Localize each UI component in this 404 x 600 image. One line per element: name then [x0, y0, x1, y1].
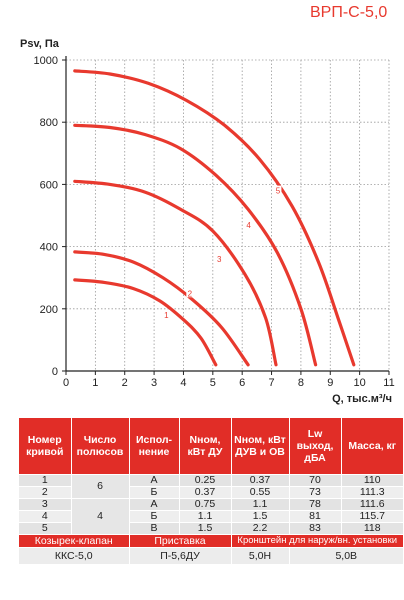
cell-power-du: 0.37: [178, 486, 231, 499]
accessories-header-row: Козырек-клапан Приставка Кронштейн для н…: [19, 534, 403, 548]
table-row: 4 Б 1.1 1.5 81 115.7: [19, 510, 403, 523]
y-tick-label: 1000: [34, 55, 58, 67]
cell-power-duv: 0.37: [230, 474, 289, 487]
cell-mass: 111.3: [340, 486, 403, 499]
x-tick-label: 9: [327, 377, 333, 389]
x-axis-title: Q, тыс.м³/ч: [332, 393, 392, 405]
cell-noise: 78: [288, 498, 341, 511]
cell-curve: 2: [19, 486, 71, 499]
cell-curve: 4: [19, 510, 71, 523]
specs-header-row: Номер кривой Число полюсов Испол-нение N…: [19, 418, 403, 475]
cell-power-duv: 1.5: [230, 510, 289, 523]
cell-noise: 83: [288, 522, 341, 535]
cell-power-du: 1.1: [178, 510, 231, 523]
accessory-header-adapter: Приставка: [128, 534, 231, 548]
y-tick-label: 400: [40, 242, 58, 254]
header-mass: Масса, кг: [340, 418, 403, 475]
accessory-bracket-outdoor: 5,0Н: [230, 547, 289, 565]
x-tick-label: 11: [383, 377, 394, 389]
header-power-duv-ov: Nном, кВт ДУВ и ОВ: [230, 418, 289, 475]
cell-power-du: 0.75: [178, 498, 231, 511]
fan-performance-chart: 0 1 2 3 4 5 6 7 8 9 10 11 0 200 400 600 800 1000 Psv, Па Q,…: [20, 38, 395, 405]
y-tick-label: 600: [40, 179, 58, 191]
x-tick-label: 0: [63, 377, 69, 389]
curve-label-3: 3: [217, 255, 222, 264]
header-version: Испол-нение: [128, 418, 179, 475]
header-curve-number: Номер кривой: [19, 418, 71, 475]
specs-table: Номер кривой Число полюсов Испол-нение N…: [19, 418, 403, 565]
cell-mass: 111.6: [340, 498, 403, 511]
accessory-header-hood-valve: Козырек-клапан: [19, 534, 129, 548]
cell-mass: 118: [340, 522, 403, 535]
cell-curve: 3: [19, 498, 71, 511]
curve-label-bg: [215, 254, 223, 264]
accessory-bracket-indoor: 5,0В: [288, 547, 403, 565]
curve-label-bg: [245, 219, 253, 229]
accessory-adapter: П-5,6ДУ: [128, 547, 231, 565]
curve-label-2: 2: [188, 289, 193, 298]
cell-curve: 5: [19, 522, 71, 535]
x-tick-label: 2: [122, 377, 128, 389]
curve-label-bg: [274, 185, 282, 195]
cell-noise: 81: [288, 510, 341, 523]
cell-mass: 115.7: [340, 510, 403, 523]
curve-3: [73, 179, 278, 367]
y-axis-title: Psv, Па: [20, 38, 60, 50]
curve-label-bg: [186, 288, 194, 298]
accessory-header-bracket: Кронштейн для наруж/вн. установки: [230, 534, 403, 548]
curve-label-5: 5: [276, 187, 281, 196]
x-tick-label: 8: [298, 377, 304, 389]
cell-mass: 110: [340, 474, 403, 487]
x-tick-label: 5: [210, 377, 216, 389]
curve-1: [73, 278, 218, 367]
curve-label-bg: [162, 310, 170, 320]
table-row: 3 4 А 0.75 1.1 78 111.6: [19, 498, 403, 535]
table-row: 5 В 1.5 2.2 83 118: [19, 522, 403, 535]
table-row: 2 Б 0.37 0.55 73 111.3: [19, 486, 403, 499]
model-title: ВРП-С-5,0: [310, 4, 388, 21]
header-noise: Lw выход, дБА: [288, 418, 341, 475]
table-row: 1 6 А 0.25 0.37 70 110: [19, 474, 403, 499]
curve-label-4: 4: [246, 221, 251, 230]
x-tick-label: 10: [354, 377, 366, 389]
y-tick-label: 800: [40, 117, 58, 129]
cell-noise: 73: [288, 486, 341, 499]
y-tick-label: 200: [40, 304, 58, 316]
cell-version: В: [128, 522, 179, 535]
cell-poles-6: 6: [70, 474, 129, 499]
cell-version: Б: [128, 486, 179, 499]
x-tick-label: 1: [92, 377, 98, 389]
cell-power-duv: 2.2: [230, 522, 289, 535]
accessory-hood-valve: ККС-5,0: [19, 547, 129, 565]
cell-power-du: 1.5: [178, 522, 231, 535]
cell-noise: 70: [288, 474, 341, 487]
header-power-du: Nном, кВт ДУ: [178, 418, 231, 475]
x-tick-label: 3: [151, 377, 157, 389]
accessories-value-row: ККС-5,0 П-5,6ДУ 5,0Н 5,0В: [19, 547, 403, 565]
curve-2: [73, 250, 250, 367]
cell-power-duv: 0.55: [230, 486, 289, 499]
cell-version: А: [128, 474, 179, 487]
cell-version: Б: [128, 510, 179, 523]
curve-label-1: 1: [164, 311, 169, 320]
x-tick-label: 7: [268, 377, 274, 389]
x-tick-label: 4: [180, 377, 186, 389]
cell-power-duv: 1.1: [230, 498, 289, 511]
cell-power-du: 0.25: [178, 474, 231, 487]
curve-5: [73, 69, 356, 367]
cell-version: А: [128, 498, 179, 511]
curve-4: [73, 123, 318, 367]
cell-curve: 1: [19, 474, 71, 487]
cell-poles-4: 4: [70, 498, 129, 535]
x-tick-label: 6: [239, 377, 245, 389]
y-tick-label: 0: [52, 366, 58, 378]
header-poles: Число полюсов: [70, 418, 129, 475]
